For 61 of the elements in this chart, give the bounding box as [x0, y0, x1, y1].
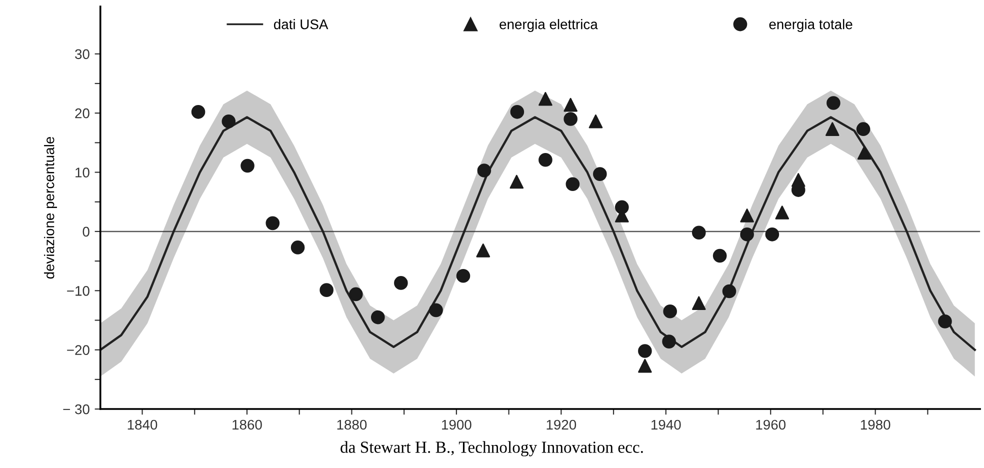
point	[712, 248, 727, 263]
x-tick-label: 1860	[232, 420, 262, 430]
y-tick-label: −10	[67, 286, 90, 296]
point	[510, 105, 524, 119]
point	[740, 208, 754, 222]
point	[740, 228, 754, 242]
y-tick-label: 30	[75, 49, 90, 60]
point	[662, 334, 676, 348]
x-tick-label: 1920	[546, 420, 576, 430]
point	[456, 268, 470, 283]
point	[222, 114, 236, 128]
x-tick-label: 1880	[337, 420, 367, 430]
point	[191, 105, 206, 119]
point	[692, 296, 706, 310]
point	[564, 112, 578, 126]
y-tick-label: −20	[67, 345, 90, 356]
point	[663, 304, 677, 318]
point	[429, 303, 443, 318]
point	[290, 240, 305, 254]
x-tick-label: 1960	[756, 420, 786, 430]
x-tick-label: 1940	[652, 420, 681, 430]
point	[320, 283, 334, 297]
point	[856, 122, 870, 136]
point	[775, 206, 790, 220]
point	[476, 244, 490, 258]
point	[638, 358, 652, 373]
y-axis-title: deviazione percentuale	[44, 136, 57, 279]
legend-label: dati USA	[274, 19, 328, 30]
point	[765, 228, 780, 242]
point	[722, 284, 736, 298]
point	[240, 158, 254, 173]
x-tick-label: 1840	[128, 420, 158, 430]
point	[588, 114, 603, 128]
x-tick-label: 1900	[442, 420, 472, 430]
point	[938, 314, 952, 328]
y-tick-label: 10	[76, 168, 90, 178]
y-tick-label: 20	[75, 108, 90, 118]
y-tick-label: − 30	[63, 404, 90, 414]
point	[538, 152, 552, 167]
point	[638, 344, 652, 358]
point	[510, 174, 524, 189]
point	[538, 92, 552, 106]
point	[614, 200, 629, 214]
point	[857, 146, 872, 160]
line-series	[100, 116, 976, 351]
point	[593, 167, 607, 181]
point	[370, 310, 385, 324]
legend-label: energia totale	[769, 19, 852, 32]
legend-label: energia elettrica	[500, 19, 598, 32]
point	[394, 276, 408, 290]
y-tick-label: 0	[82, 226, 90, 237]
point	[477, 164, 492, 178]
point	[825, 122, 840, 136]
point	[564, 98, 578, 112]
point	[566, 177, 580, 192]
x-tick-label: 1980	[860, 420, 890, 430]
text: da Stewart H. B., Technology Innovation ecc.	[340, 441, 643, 456]
point	[348, 287, 363, 302]
point	[826, 96, 840, 110]
point	[692, 226, 706, 240]
point	[266, 216, 280, 230]
